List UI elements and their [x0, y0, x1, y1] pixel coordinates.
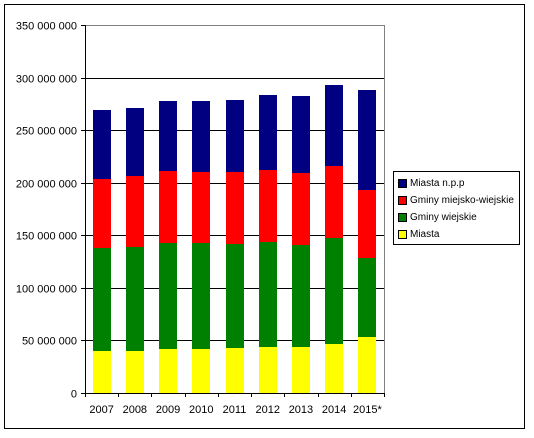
bar-segment [259, 347, 277, 393]
bar-segment [325, 166, 343, 238]
x-tick-label: 2013 [289, 404, 313, 416]
bar-segment [226, 172, 244, 244]
legend-swatch [398, 213, 407, 222]
bar-segment [159, 171, 177, 243]
bar-segment [159, 101, 177, 171]
x-tick-label: 2014 [322, 404, 346, 416]
bar-segment [226, 348, 244, 393]
bar-segment [358, 337, 376, 393]
bar-segment [126, 247, 144, 351]
y-tick-label: 350 000 000 [16, 21, 77, 33]
bar-segment [126, 108, 144, 176]
bar-segment [292, 245, 310, 347]
x-tick-label: 2015* [353, 404, 382, 416]
bar-segment [325, 238, 343, 344]
x-tick-label: 2007 [89, 404, 113, 416]
x-tick-label: 2009 [156, 404, 180, 416]
bar-segment [292, 347, 310, 393]
bar-segment [358, 190, 376, 258]
bar-segment [358, 258, 376, 337]
bar-segment [126, 351, 144, 393]
legend-swatch [398, 179, 407, 188]
legend-label: Miasta [410, 229, 440, 240]
bar-segment [159, 349, 177, 393]
bar-segment [259, 242, 277, 347]
bar-segment [226, 244, 244, 348]
bar-segment [126, 176, 144, 247]
legend: Miasta n.p.p Gminy miejsko-wiejskie Gminy … [393, 171, 520, 245]
y-tick-label: 100 000 000 [16, 284, 77, 296]
bar-segment [93, 110, 111, 179]
bar-segment [192, 172, 210, 243]
legend-item: Gminy miejsko-wiejskie [398, 192, 519, 209]
bar-segment [159, 243, 177, 349]
legend-label: Gminy miejsko-wiejskie [410, 195, 514, 206]
bar-segment [93, 248, 111, 351]
bar-segment [226, 100, 244, 172]
y-tick-label: 50 000 000 [22, 336, 77, 348]
x-tick-label: 2008 [123, 404, 147, 416]
bar-segment [93, 179, 111, 248]
legend-item: Miasta n.p.p [398, 175, 519, 192]
x-tick-label: 2012 [255, 404, 279, 416]
x-tick-label: 2011 [223, 404, 247, 416]
legend-label: Gminy wiejskie [410, 212, 477, 223]
bar-segment [192, 349, 210, 393]
y-tick-label: 200 000 000 [16, 179, 77, 191]
bar-segment [93, 351, 111, 393]
bar-segment [259, 170, 277, 242]
legend-swatch [398, 230, 407, 239]
bar-segment [192, 243, 210, 349]
x-tick-label: 2010 [189, 404, 213, 416]
bar-segment [192, 101, 210, 172]
bar-segment [325, 344, 343, 393]
y-tick-label: 150 000 000 [16, 231, 77, 243]
y-tick-label: 0 [71, 389, 77, 401]
bar-segment [358, 90, 376, 190]
legend-label: Miasta n.p.p [410, 178, 465, 189]
bar-segment [325, 85, 343, 166]
legend-item: Miasta [398, 226, 519, 243]
y-tick-label: 250 000 000 [16, 126, 77, 138]
bar-segment [259, 95, 277, 170]
legend-item: Gminy wiejskie [398, 209, 519, 226]
legend-swatch [398, 196, 407, 205]
bar-segment [292, 96, 310, 173]
y-tick-label: 300 000 000 [16, 74, 77, 86]
bar-segment [292, 173, 310, 245]
